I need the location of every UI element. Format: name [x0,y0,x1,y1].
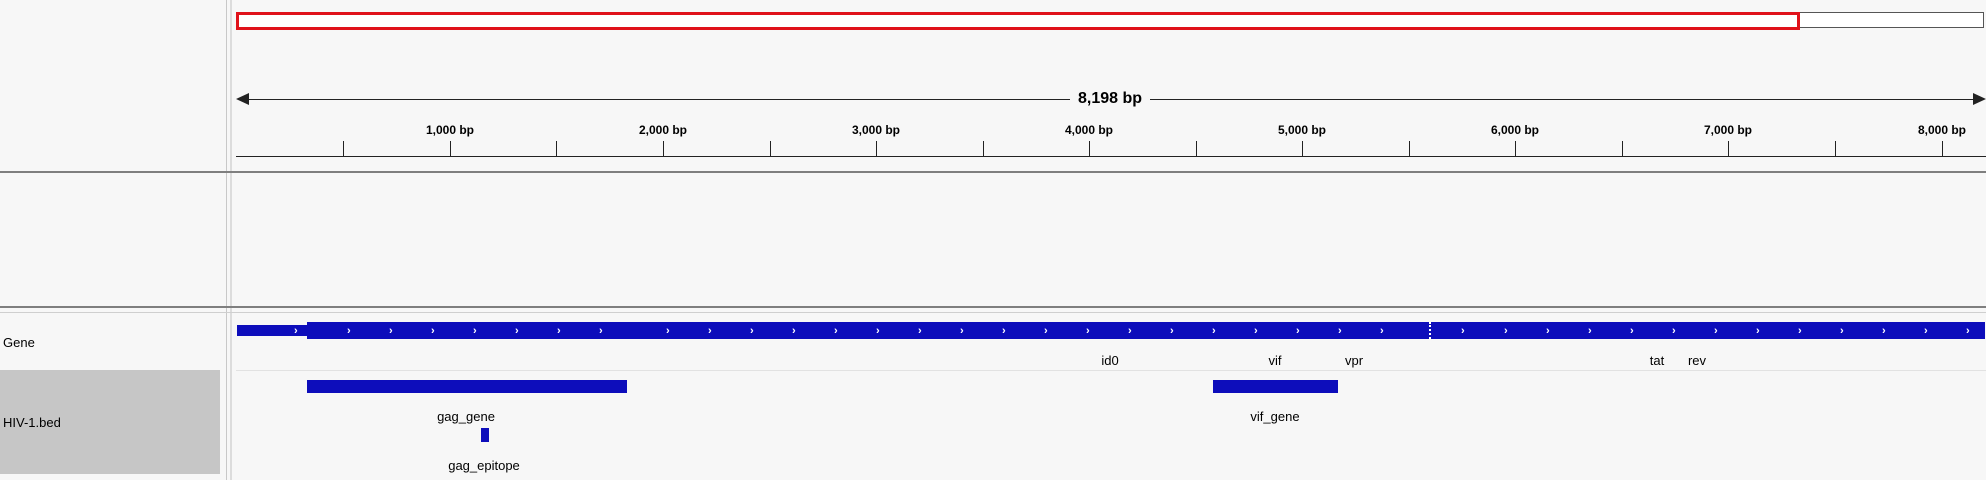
bed-label-vif-gene: vif_gene [1250,409,1300,424]
strand-arrow-icon: › [1882,325,1886,337]
strand-arrow-icon: › [792,325,796,337]
span-right-arrow-icon [1973,93,1986,105]
minor-tick [1196,141,1197,156]
data-panel-separator[interactable] [0,306,1986,308]
bed-label-gag-epitope: gag_epitope [448,458,520,473]
major-tick [1728,141,1729,156]
current-region-box[interactable] [236,12,1800,30]
major-tick [450,141,451,156]
major-tick [1942,141,1943,156]
strand-arrow-icon: › [960,325,964,337]
span-left-arrow-icon [236,93,249,105]
strand-arrow-icon: › [666,325,670,337]
strand-arrow-icon: › [1924,325,1928,337]
strand-arrow-icon: › [1086,325,1090,337]
strand-arrow-icon: › [1128,325,1132,337]
gene-label-id0: id0 [1101,353,1119,368]
tick-label-7000: 7,000 bp [1703,123,1753,137]
minor-tick [556,141,557,156]
strand-arrow-icon: › [1630,325,1634,337]
strand-arrow-icon: › [876,325,880,337]
strand-arrow-icon: › [557,325,561,337]
gene-feature-utr[interactable] [237,325,307,336]
strand-arrow-icon: › [347,325,351,337]
gene-feature-gap [1429,322,1433,339]
strand-arrow-icon: › [1212,325,1216,337]
strand-arrow-icon: › [599,325,603,337]
gene-label-rev: rev [1687,353,1707,368]
bed-feature-gag-gene[interactable] [307,380,627,393]
strand-arrow-icon: › [1756,325,1760,337]
gene-label-vpr: vpr [1344,353,1364,368]
strand-arrow-icon: › [473,325,477,337]
strand-arrow-icon: › [834,325,838,337]
minor-tick [1409,141,1410,156]
strand-arrow-icon: › [1840,325,1844,337]
strand-arrow-icon: › [1002,325,1006,337]
strand-arrow-icon: › [1966,325,1970,337]
tick-label-1000: 1,000 bp [425,123,475,137]
strand-arrow-icon: › [1504,325,1508,337]
strand-arrow-icon: › [1588,325,1592,337]
ruler-baseline [236,156,1986,157]
minor-tick [343,141,344,156]
strand-arrow-icon: › [515,325,519,337]
bed-track-name-highlight[interactable] [0,370,220,474]
gene-label-vif: vif [1268,353,1282,368]
strand-arrow-icon: › [1714,325,1718,337]
tick-label-6000: 6,000 bp [1490,123,1540,137]
bed-feature-gag-epitope[interactable] [481,428,489,442]
tick-label-2000: 2,000 bp [638,123,688,137]
header-separator[interactable] [0,171,1986,173]
strand-arrow-icon: › [431,325,435,337]
tick-label-3000: 3,000 bp [851,123,901,137]
strand-arrow-icon: › [750,325,754,337]
major-tick [1089,141,1090,156]
minor-tick [1622,141,1623,156]
strand-arrow-icon: › [1296,325,1300,337]
strand-arrow-icon: › [1170,325,1174,337]
strand-arrow-icon: › [1672,325,1676,337]
bed-label-gag-gene: gag_gene [437,409,495,424]
strand-arrow-icon: › [1338,325,1342,337]
strand-arrow-icon: › [1798,325,1802,337]
gene-track-name[interactable]: Gene [3,335,35,350]
strand-arrow-icon: › [1380,325,1384,337]
minor-tick [770,141,771,156]
feature-panel-top [0,312,1986,313]
major-tick [663,141,664,156]
gene-feature-bar[interactable] [307,322,1985,339]
span-label: 8,198 bp [1070,90,1150,108]
minor-tick [1835,141,1836,156]
bed-track-name[interactable]: HIV-1.bed [3,415,61,430]
strand-arrow-icon: › [918,325,922,337]
tick-label-4000: 4,000 bp [1064,123,1114,137]
panel-divider[interactable] [226,0,227,480]
strand-arrow-icon: › [294,325,298,337]
strand-arrow-icon: › [1044,325,1048,337]
panel-divider-inner [230,0,232,480]
major-tick [1515,141,1516,156]
strand-arrow-icon: › [1461,325,1465,337]
tick-label-8000: 8,000 bp [1917,123,1967,137]
major-tick [1302,141,1303,156]
tick-label-5000: 5,000 bp [1277,123,1327,137]
minor-tick [983,141,984,156]
strand-arrow-icon: › [1546,325,1550,337]
strand-arrow-icon: › [389,325,393,337]
bed-feature-vif-gene[interactable] [1213,380,1338,393]
track-separator [236,370,1986,371]
gene-label-tat: tat [1649,353,1665,368]
strand-arrow-icon: › [708,325,712,337]
strand-arrow-icon: › [1254,325,1258,337]
major-tick [876,141,877,156]
